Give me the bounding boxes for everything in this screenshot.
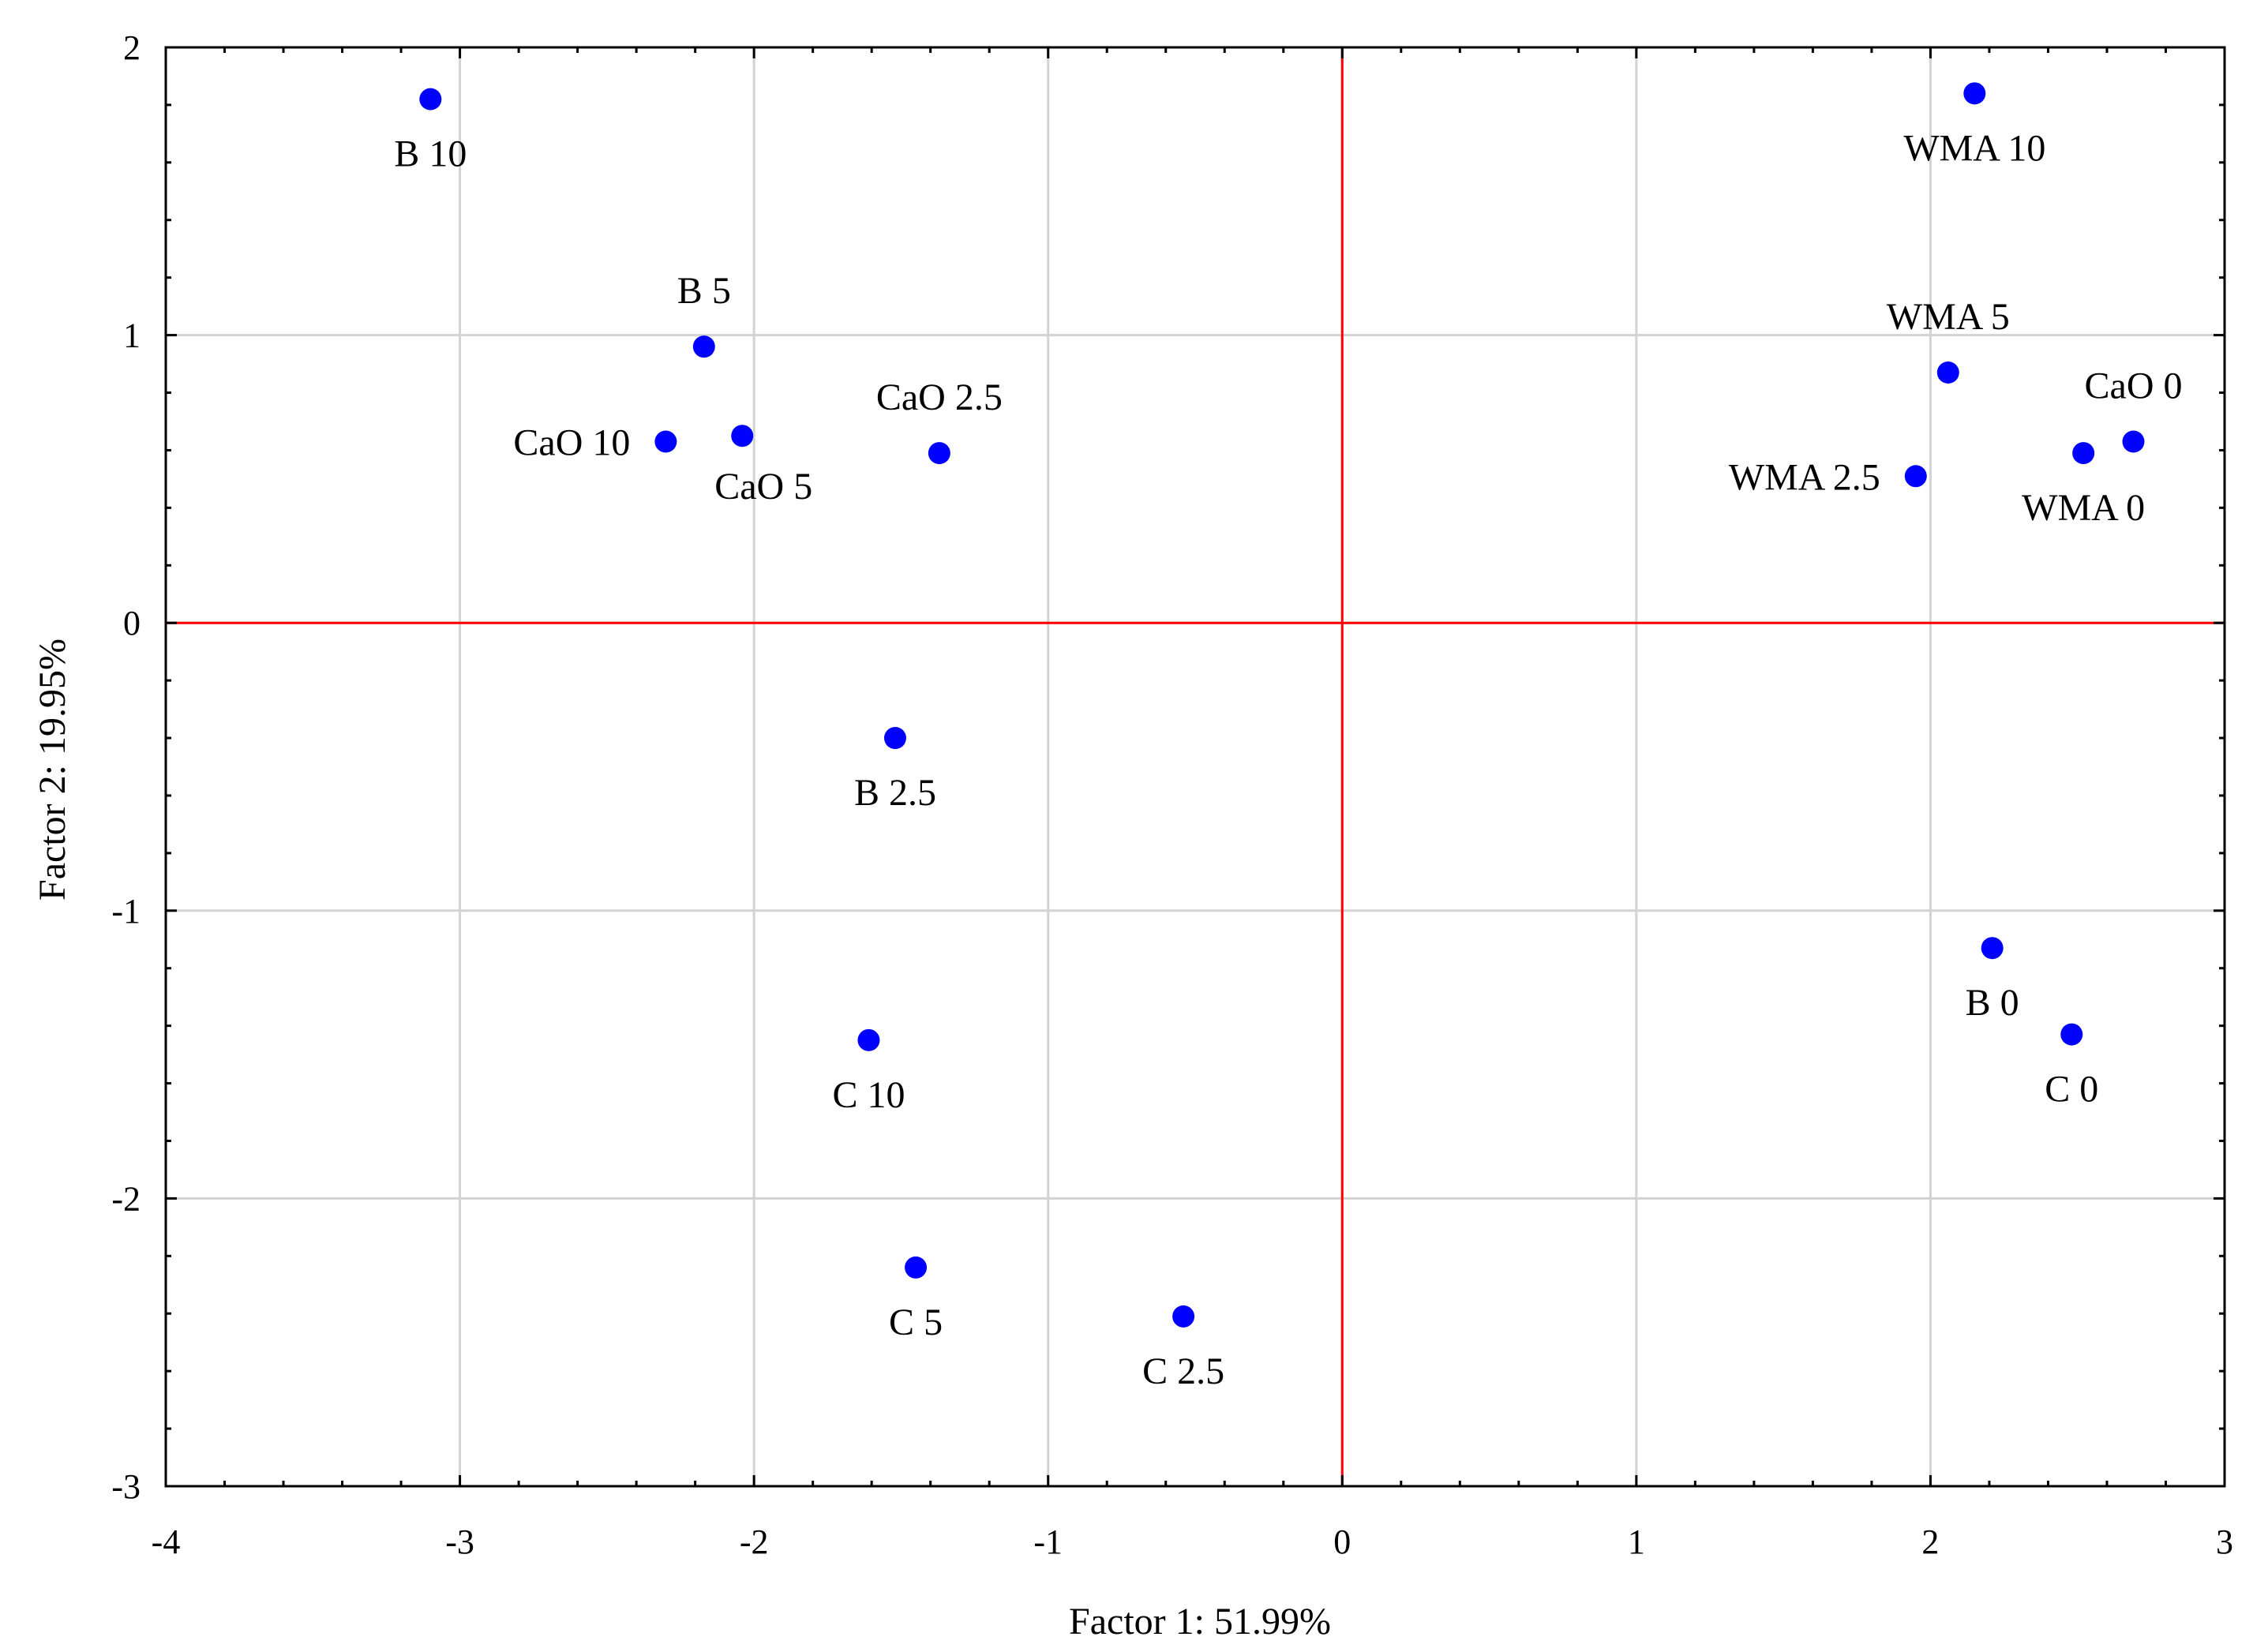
data-point <box>419 88 442 110</box>
x-tick-label: -3 <box>445 1523 474 1561</box>
tick-labels: -4 -3 -2 -1 0 1 2 3 -3 -2 -1 0 1 2 <box>111 28 2233 1561</box>
x-tick-label: -2 <box>740 1523 769 1561</box>
point-label: B 2.5 <box>854 772 936 814</box>
data-point <box>857 1028 880 1051</box>
data-point <box>2060 1023 2083 1046</box>
data-point <box>1981 937 2004 960</box>
x-tick-label: -1 <box>1033 1523 1063 1561</box>
y-tick-label: 2 <box>123 28 141 67</box>
point-labels: B 10 B 5 CaO 10 CaO 5 CaO 2.5 B 2.5 C 10 C 5 C 2… <box>394 127 2182 1392</box>
point-label: WMA 5 <box>1887 296 2010 338</box>
y-tick-label: 1 <box>123 316 141 355</box>
point-label: C 10 <box>832 1074 905 1116</box>
x-axis-title: Factor 1: 51.99% <box>1069 1601 1331 1642</box>
data-point <box>905 1256 928 1279</box>
data-point <box>692 335 715 358</box>
plot-frame <box>164 46 2226 1488</box>
x-tick-label: -4 <box>152 1523 181 1561</box>
point-label: CaO 0 <box>2085 365 2183 407</box>
point-label: WMA 2.5 <box>1729 456 1880 498</box>
point-label: B 0 <box>1966 982 2019 1024</box>
point-label: WMA 10 <box>1903 127 2045 169</box>
data-points <box>419 82 2145 1328</box>
point-label: CaO 2.5 <box>876 376 1003 418</box>
data-point <box>2072 442 2095 465</box>
x-tick-label: 3 <box>2216 1523 2233 1561</box>
y-axis-title: Factor 2: 19.95% <box>32 639 73 901</box>
y-tick-label: -2 <box>111 1179 141 1218</box>
data-point <box>928 442 950 465</box>
point-label: C 0 <box>2045 1069 2098 1111</box>
data-point <box>2122 430 2145 453</box>
axis-ticks <box>164 46 2226 1488</box>
reference-lines <box>166 47 2225 1486</box>
y-tick-label: 0 <box>123 604 141 642</box>
point-label: B 10 <box>394 133 467 175</box>
x-tick-label: 2 <box>1921 1523 1939 1561</box>
point-label: WMA 0 <box>2022 487 2145 529</box>
point-label: B 5 <box>677 270 731 312</box>
x-tick-label: 1 <box>1628 1523 1645 1561</box>
data-point <box>1904 465 1927 488</box>
data-point <box>1936 361 1959 384</box>
data-point <box>883 727 906 750</box>
y-tick-label: -1 <box>111 892 141 931</box>
point-label: C 2.5 <box>1142 1350 1224 1392</box>
x-tick-label: 0 <box>1333 1523 1351 1561</box>
data-point <box>1963 82 1986 105</box>
data-point <box>731 425 754 448</box>
point-label: CaO 5 <box>714 466 812 508</box>
point-label: CaO 10 <box>513 422 630 464</box>
data-point <box>1172 1305 1195 1328</box>
point-label: C 5 <box>889 1302 943 1343</box>
data-point <box>654 430 677 453</box>
y-tick-label: -3 <box>111 1467 141 1506</box>
